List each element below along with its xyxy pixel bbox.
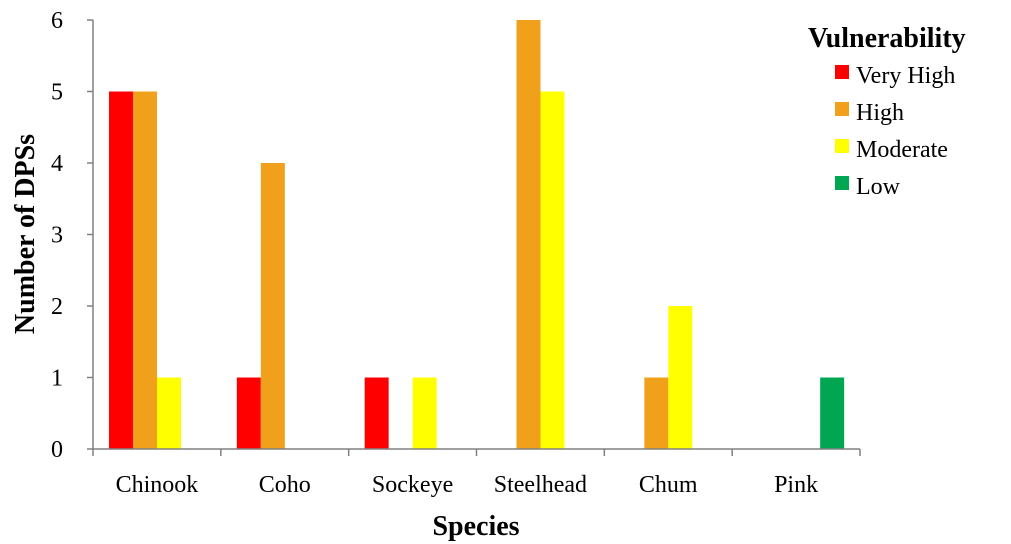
bar-high-coho: [260, 163, 285, 449]
x-tick-label: Chinook: [116, 472, 199, 498]
x-tick-label: Sockeye: [372, 472, 453, 498]
x-tick-label: Steelhead: [494, 472, 587, 498]
y-tick-label: 0: [51, 437, 63, 463]
legend-title: Vulnerability: [808, 23, 966, 54]
y-tick-label: 3: [51, 223, 63, 249]
legend-label: Very High: [856, 63, 955, 89]
x-ticks-group: Chinook Coho Sockeye Steelhead Chum Pink: [92, 449, 861, 498]
legend-swatch-high: [835, 102, 849, 116]
bar-very-high-chinook: [109, 91, 133, 449]
legend-label: Low: [856, 174, 901, 200]
y-tick-label: 2: [51, 294, 63, 320]
y-axis-title: Number of DPSs: [10, 134, 41, 334]
axes-group: [92, 20, 860, 450]
bars-group: [109, 20, 845, 449]
legend-swatch-very-high: [835, 65, 849, 79]
y-tick-label: 4: [51, 151, 63, 177]
legend-label: High: [856, 100, 904, 126]
bar-moderate-sockeye: [412, 377, 437, 449]
bar-moderate-chinook: [157, 377, 181, 449]
bar-high-steelhead: [516, 20, 541, 449]
x-tick-label: Pink: [774, 472, 818, 498]
bar-low-pink: [820, 377, 845, 449]
y-tick-label: 1: [51, 366, 63, 392]
bar-moderate-chum: [668, 306, 693, 449]
x-axis-title: Species: [432, 511, 519, 542]
legend-swatch-low: [835, 176, 849, 190]
bar-moderate-steelhead: [540, 91, 565, 449]
y-ticks-group: 0 1 2 3 4 5 6: [51, 8, 93, 463]
bar-high-chinook: [133, 91, 157, 449]
legend-items: Very High High Moderate Low: [835, 63, 955, 200]
bar-very-high-coho: [236, 377, 261, 449]
x-tick-label: Chum: [639, 472, 698, 498]
y-tick-label: 5: [51, 80, 63, 106]
legend-swatch-moderate: [835, 139, 849, 153]
y-tick-label: 6: [51, 8, 63, 34]
x-tick-label: Coho: [259, 472, 311, 498]
legend-label: Moderate: [856, 137, 948, 163]
legend: Vulnerability Very High High Moderate Low: [808, 23, 966, 200]
bar-high-chum: [644, 377, 669, 449]
bar-very-high-sockeye: [364, 377, 389, 449]
